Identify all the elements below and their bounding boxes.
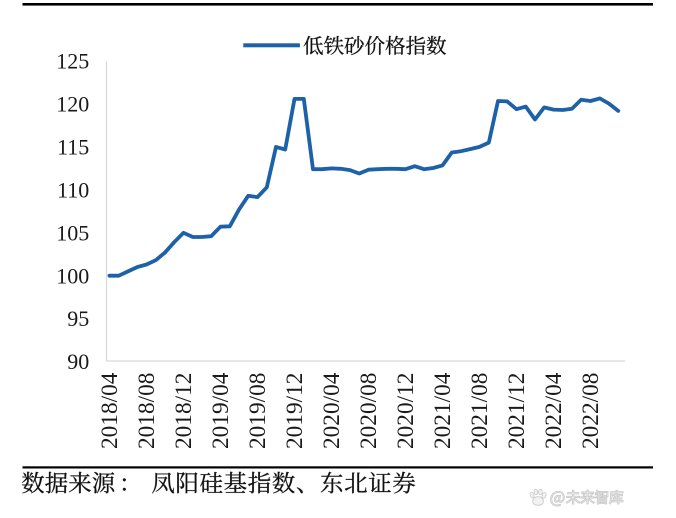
svg-text:2019/12: 2019/12 <box>282 373 308 449</box>
svg-text:2020/08: 2020/08 <box>356 373 382 449</box>
svg-text:2019/08: 2019/08 <box>245 373 271 449</box>
svg-text:115: 115 <box>57 135 89 160</box>
svg-text:95: 95 <box>67 306 89 331</box>
svg-text:110: 110 <box>57 177 89 202</box>
svg-text:2019/04: 2019/04 <box>208 372 234 449</box>
svg-text:2020/04: 2020/04 <box>319 372 345 449</box>
svg-text:2018/04: 2018/04 <box>97 372 123 449</box>
svg-text:100: 100 <box>56 263 89 288</box>
svg-text:120: 120 <box>56 92 89 117</box>
svg-text:90: 90 <box>67 349 89 374</box>
svg-text:2021/08: 2021/08 <box>467 373 493 449</box>
svg-text:2021/04: 2021/04 <box>430 372 456 449</box>
svg-text:125: 125 <box>56 49 89 74</box>
svg-text:105: 105 <box>56 220 89 245</box>
svg-text:2018/08: 2018/08 <box>134 373 160 449</box>
svg-text:2021/12: 2021/12 <box>504 373 530 449</box>
svg-text:2022/04: 2022/04 <box>541 372 567 449</box>
svg-text:2020/12: 2020/12 <box>393 373 419 449</box>
svg-text:2022/08: 2022/08 <box>578 373 604 449</box>
svg-text:2018/12: 2018/12 <box>171 373 197 449</box>
